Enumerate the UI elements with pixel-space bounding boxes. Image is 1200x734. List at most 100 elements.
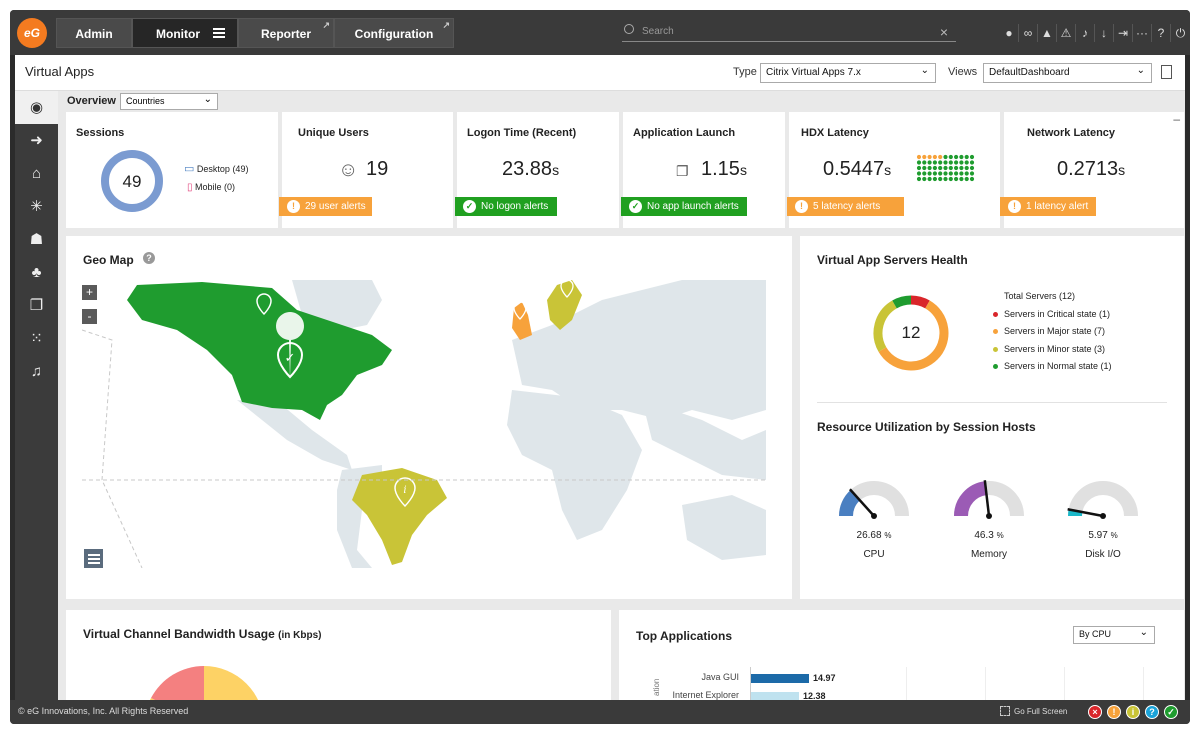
warning-icon[interactable]: ⚠ [1057,24,1076,42]
legend-item[interactable]: Servers in Minor state (3) [993,344,1105,354]
major-status-icon[interactable]: ! [1107,705,1121,719]
legend-label: Servers in Normal state (1) [1004,361,1112,371]
app-bar[interactable] [751,692,799,700]
hdx-latency-title: HDX Latency [801,127,869,139]
app-bar[interactable] [751,674,809,683]
sidebar-item-sessions[interactable]: ⌂ [15,157,58,190]
map-marker-uk[interactable] [513,301,527,320]
sidebar-item-apps[interactable]: ⁙ [15,322,58,355]
views-select[interactable]: DefaultDashboard ⌄ [983,63,1152,83]
latency-dot [959,171,964,176]
user-icon: ☺ [338,159,359,181]
user-icon[interactable]: ● [1000,24,1019,42]
cpu-gauge-value: 26.68 % [834,530,914,541]
legend-item[interactable]: Servers in Major state (7) [993,326,1105,336]
help-icon[interactable]: ? [1152,24,1171,42]
logon-alerts-badge[interactable]: ✓ No logon alerts [455,197,557,216]
logout-icon[interactable]: ⇥ [1114,24,1133,42]
map-layers-button[interactable] [84,549,103,568]
network-latency-title: Network Latency [1027,127,1116,139]
normal-status-icon[interactable]: ✓ [1164,705,1178,719]
overview-select[interactable]: Countries ⌄ [120,93,218,110]
latency-dot [959,165,964,171]
scandinavia-region [547,280,582,330]
map-marker-brazil[interactable]: i [394,477,416,508]
unique-users-title: Unique Users [298,127,369,139]
minor-status-icon[interactable]: i [1126,705,1140,719]
page-header: Virtual Apps Type Citrix Virtual Apps 7.… [15,55,1185,91]
latency-dot [943,154,948,160]
australia-region [682,495,766,560]
logon-time-unit: s [552,162,560,178]
bell-icon[interactable]: ♪ [1076,24,1095,42]
check-icon: ✓ [285,351,296,366]
hdx-latency-dot-grid [916,154,975,182]
sessions-value: 49 [122,172,142,191]
search-input[interactable]: Search × [622,22,956,42]
user-alerts-badge[interactable]: ! 29 user alerts [279,197,372,216]
tab-admin[interactable]: Admin [56,18,132,48]
latency-dot [948,171,953,176]
link-icon[interactable]: ∞ [1019,24,1038,42]
latency-dot [916,160,922,165]
unknown-status-icon[interactable]: ? [1145,705,1159,719]
minimize-icon[interactable]: – [1173,112,1180,126]
app-value: 12.38 [803,691,826,700]
sidebar-item-users[interactable]: ☗ [15,223,58,256]
memory-gauge-label: Memory [970,549,1008,560]
alert-triangle-icon[interactable]: ▲ [1038,24,1057,42]
map-boundary-line [82,329,143,568]
top-applications-select[interactable]: By CPU ⌄ [1073,626,1155,644]
eye-icon: ◉ [29,99,44,116]
resource-utilization-title: Resource Utilization by Session Hosts [817,420,1036,434]
critical-status-icon[interactable]: × [1088,705,1102,719]
legend-dot [993,364,998,370]
zoom-in-button[interactable]: + [82,285,97,300]
latency-dot [964,165,969,171]
download-icon[interactable]: ↓ [1095,24,1114,42]
tab-configuration[interactable]: Configuration ↗ [334,18,454,48]
sidebar-item-overview[interactable]: ◉ [15,91,58,124]
sidebar-item-windows[interactable]: ❐ [15,289,58,322]
tab-monitor[interactable]: Monitor [132,18,238,48]
legend-item[interactable]: Servers in Critical state (1) [993,309,1110,319]
latency-dot [922,154,927,160]
map-marker-north-america[interactable]: ✓ [276,312,304,380]
fullscreen-label[interactable]: Go Full Screen [1014,707,1068,716]
help-icon[interactable]: ? [143,252,155,264]
more-icon[interactable]: ··· [1133,24,1152,42]
network-alerts-text: 1 latency alert [1026,201,1089,212]
legend-item[interactable]: Total Servers (12) [993,291,1075,301]
power-icon[interactable]: ⏻ [1175,26,1186,40]
world-map[interactable]: ✓ i [82,280,766,568]
top-applications-card: Top Applications By CPU ⌄ ation Java GUI… [619,610,1184,700]
app-launch-alerts-badge[interactable]: ✓ No app launch alerts [621,197,747,216]
sidebar-item-logon[interactable]: ➜ [15,124,58,157]
menu-icon [88,554,100,564]
document-icon[interactable] [1161,65,1172,79]
fullscreen-icon[interactable] [1000,706,1010,716]
app-window: eG Admin Monitor Reporter ↗ Configuratio… [10,10,1190,724]
network-alerts-badge[interactable]: ! 1 latency alert [1000,197,1096,216]
eg-logo[interactable]: eG [17,18,47,48]
tab-reporter[interactable]: Reporter ↗ [238,18,334,48]
map-marker-canada[interactable] [256,293,272,316]
chevron-down-icon: ⌄ [1139,627,1148,638]
legend-item[interactable]: Servers in Normal state (1) [993,361,1112,371]
hdx-alerts-badge[interactable]: ! 5 latency alerts [787,197,904,216]
map-marker-outline [256,293,272,316]
user-alerts-text: 29 user alerts [305,201,366,212]
gauge-needle [1067,508,1104,518]
menu-icon[interactable] [213,28,225,38]
sidebar-item-network[interactable]: ✳ [15,190,58,223]
sidebar-item-alerts[interactable]: ♫ [15,355,58,388]
latency-dot [927,176,932,182]
memory-value-unit: % [996,531,1004,540]
zoom-out-button[interactable]: - [82,309,97,324]
map-marker-scandinavia[interactable] [560,280,574,298]
close-icon[interactable]: × [939,24,948,40]
latency-dot [932,176,937,182]
grid-line [1143,667,1144,700]
sidebar-item-hierarchy[interactable]: ♣ [15,256,58,289]
type-select[interactable]: Citrix Virtual Apps 7.x ⌄ [760,63,936,83]
